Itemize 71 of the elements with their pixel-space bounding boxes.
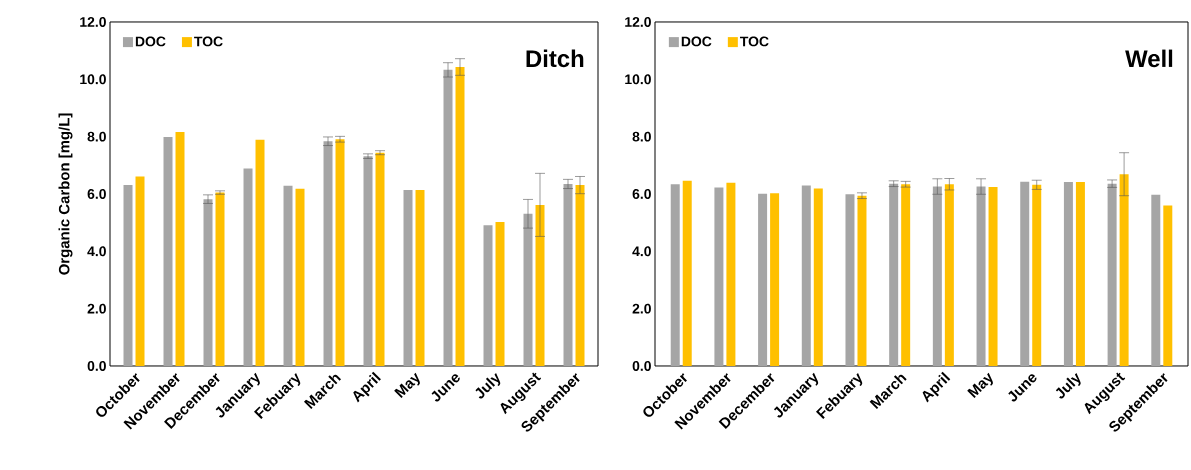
bar	[283, 185, 293, 366]
bar	[455, 66, 465, 366]
text: Well	[1125, 49, 1173, 68]
legend-label: TOC	[739, 36, 769, 47]
legend-label: TOC	[194, 36, 223, 47]
bar	[801, 185, 811, 366]
bar	[255, 139, 265, 366]
bar	[1163, 205, 1173, 366]
bar	[670, 184, 680, 366]
bar	[135, 176, 145, 366]
y-tick-label: 10.0	[80, 74, 106, 85]
bar	[1032, 184, 1042, 366]
bar	[1020, 181, 1030, 366]
legend-label: DOC	[681, 36, 712, 47]
y-tick-label: 8.0	[87, 131, 106, 142]
y-axis-title: Organic Carbon [mg/L]	[58, 113, 73, 275]
y-tick-label: 2.0	[632, 303, 651, 314]
y-tick-label: 2.0	[87, 303, 106, 314]
bar	[682, 180, 692, 366]
y-tick-label: 0.0	[632, 361, 651, 371]
bar	[403, 189, 413, 366]
y-tick-label: 0.0	[87, 361, 106, 371]
bar	[123, 185, 133, 366]
bar	[575, 185, 585, 366]
x-tick-label: May	[967, 372, 993, 399]
legend-label: DOC	[135, 36, 166, 47]
bar	[1063, 181, 1073, 366]
y-tick-label: 6.0	[632, 189, 651, 199]
y-tick-label: 8.0	[632, 131, 651, 142]
text: Ditch	[526, 49, 584, 68]
bar	[363, 156, 373, 366]
bar	[375, 152, 385, 366]
bar	[976, 186, 986, 366]
bar	[1151, 194, 1161, 366]
bar	[483, 225, 493, 366]
y-tick-label: 4.0	[632, 246, 651, 257]
bar	[175, 132, 185, 366]
bar	[845, 194, 855, 366]
bar	[988, 187, 998, 366]
x-tick-label: May	[394, 372, 420, 399]
bar	[714, 187, 724, 366]
bar	[813, 188, 823, 366]
bar	[1075, 181, 1085, 366]
bar	[770, 193, 780, 366]
bar	[215, 192, 225, 366]
bar	[889, 183, 899, 366]
y-tick-label: 6.0	[87, 189, 106, 199]
bar	[1107, 183, 1117, 366]
bar	[243, 168, 253, 366]
bar	[163, 136, 173, 366]
y-tick-label: 4.0	[87, 246, 106, 257]
bar	[443, 69, 453, 366]
bar	[726, 182, 736, 366]
bar	[535, 204, 545, 366]
bar	[335, 139, 345, 366]
y-tick-label: 10.0	[625, 74, 651, 85]
bar	[758, 193, 768, 366]
bar	[857, 195, 867, 366]
y-tick-label: 12.0	[80, 17, 106, 27]
bar	[563, 183, 573, 366]
bar	[323, 141, 333, 366]
bar	[203, 199, 213, 366]
bar	[944, 184, 954, 366]
bar	[901, 184, 911, 366]
bar	[495, 222, 505, 366]
bar	[932, 186, 942, 366]
bar	[523, 213, 533, 366]
y-tick-label: 12.0	[625, 17, 651, 27]
bar	[295, 188, 305, 366]
bar	[1119, 174, 1129, 366]
bar	[415, 189, 425, 366]
